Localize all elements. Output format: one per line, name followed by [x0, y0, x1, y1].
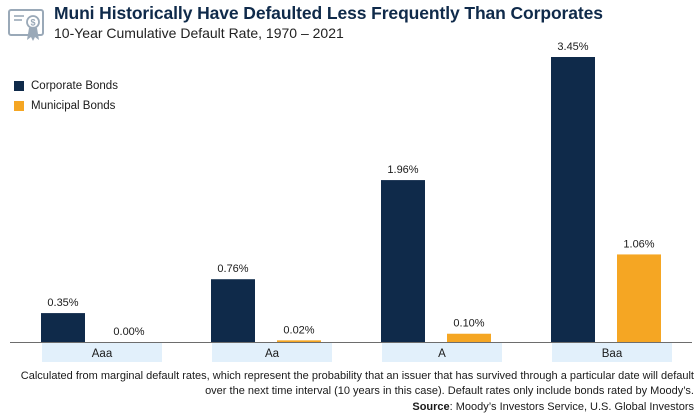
data-label-corporate-aa: 0.76%: [217, 263, 248, 275]
data-label-corporate-baa: 3.45%: [557, 41, 588, 53]
bar-corporate-aa: [211, 279, 255, 342]
chart-subtitle: 10-Year Cumulative Default Rate, 1970 – …: [54, 25, 344, 41]
chart-title: Muni Historically Have Defaulted Less Fr…: [54, 3, 603, 23]
x-tick-label-aa: Aa: [265, 348, 280, 360]
data-label-municipal-baa: 1.06%: [623, 238, 654, 250]
x-label-band-aa: [212, 343, 332, 362]
x-tick-label-aaa: Aaa: [92, 348, 113, 360]
data-label-corporate-a: 1.96%: [387, 164, 418, 176]
footnote: Calculated from marginal default rates, …: [20, 370, 694, 397]
svg-text:$: $: [30, 18, 35, 28]
bar-corporate-a: [381, 180, 425, 342]
legend-swatch-municipal: [14, 101, 24, 111]
x-label-band-a: [382, 343, 502, 362]
source-label: Source: [412, 401, 450, 413]
legend-label-municipal: Municipal Bonds: [31, 100, 116, 112]
certificate-dollar-icon: $: [8, 9, 44, 41]
bar-corporate-baa: [551, 57, 595, 342]
data-label-municipal-a: 0.10%: [453, 318, 484, 330]
bar-municipal-a: [447, 333, 491, 342]
x-label-band-baa: [552, 343, 672, 362]
legend: Corporate Bonds Municipal Bonds: [14, 76, 118, 116]
data-label-municipal-aa: 0.02%: [283, 324, 314, 336]
legend-label-corporate: Corporate Bonds: [31, 80, 118, 92]
x-label-band-aaa: [42, 343, 162, 362]
data-label-corporate-aaa: 0.35%: [47, 297, 78, 309]
bar-municipal-baa: [617, 254, 661, 342]
source-text: : Moody’s Investors Service, U.S. Global…: [449, 401, 694, 413]
x-tick-label-a: A: [438, 348, 446, 360]
bar-municipal-aa: [277, 340, 321, 342]
data-label-municipal-aaa: 0.00%: [113, 326, 144, 338]
source-line: Source: Moody’s Investors Service, U.S. …: [412, 401, 694, 413]
x-tick-label-baa: Baa: [602, 348, 623, 360]
legend-item-municipal: Municipal Bonds: [14, 96, 118, 116]
legend-swatch-corporate: [14, 81, 24, 91]
bar-corporate-aaa: [41, 313, 85, 342]
legend-item-corporate: Corporate Bonds: [14, 76, 118, 96]
